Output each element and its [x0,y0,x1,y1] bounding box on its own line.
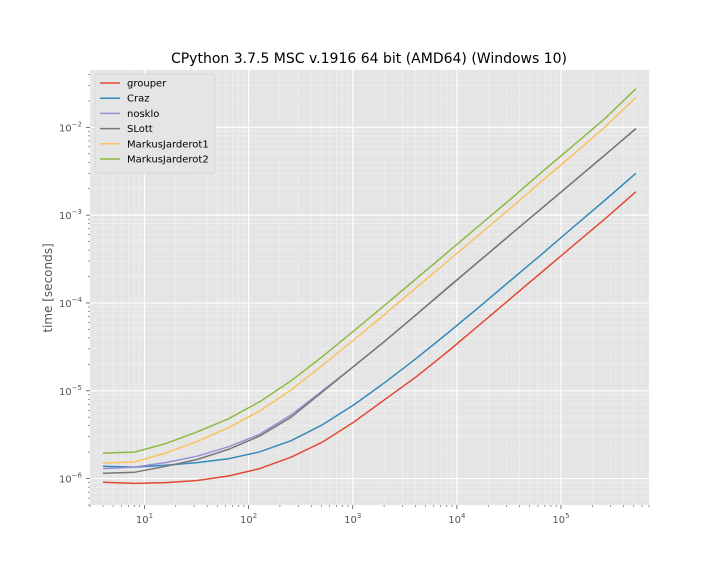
series-lines [102,88,637,485]
legend: grouper Craz nosklo SLott MarkusJarderot1 Mar… [94,73,216,174]
y-axis: 10−6 10−5 10−4 10−3 10−2 [59,120,90,486]
legend-label: MarkusJarderot2 [127,155,209,166]
series-line-markusjarderot1 [102,96,637,464]
y-axis-label: time [seconds] [41,243,55,332]
x-tick-label: 102 [240,512,257,526]
legend-label: nosklo [127,109,159,120]
y-tick-label: 10−2 [59,120,82,134]
legend-box [94,73,216,174]
x-tick-label: 104 [448,512,466,526]
series-line-grouper [102,191,637,485]
y-tick-label: 10−5 [59,384,82,398]
legend-label: MarkusJarderot1 [127,139,209,150]
legend-label: SLott [127,124,153,135]
y-tick-label: 10−3 [59,208,82,222]
y-tick-label: 10−4 [59,296,83,310]
series-line-markusjarderot2 [102,88,637,454]
series-line-slott [102,127,637,474]
x-tick-label: 105 [552,512,569,526]
legend-label: Craz [127,94,149,105]
minor-ticks [88,74,650,507]
series-line-craz [102,172,637,468]
x-tick-label: 101 [136,512,153,526]
y-tick-label: 10−6 [59,472,83,486]
chart-title: CPython 3.7.5 MSC v.1916 64 bit (AMD64) … [171,51,567,67]
major-grid [90,70,649,505]
x-axis: 101 102 103 104 105 [136,505,570,526]
x-tick-label: 103 [344,512,361,526]
legend-label: grouper [127,79,167,90]
